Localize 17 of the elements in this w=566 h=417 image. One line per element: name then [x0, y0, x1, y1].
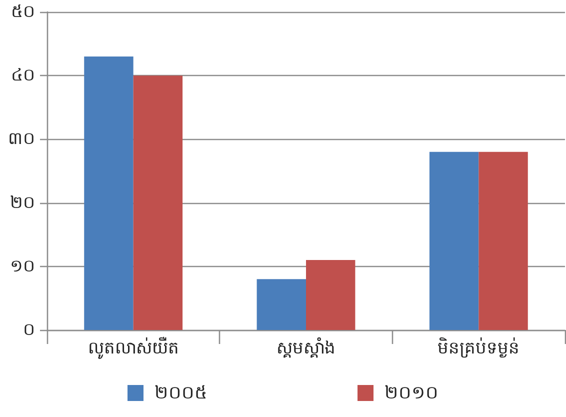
x-tick-label: មិនគ្រប់ទម្ងន់: [438, 336, 520, 358]
x-tick-label: ស្គមស្គាំង: [276, 336, 336, 358]
bar: [306, 260, 356, 330]
legend-label: ២០០៥: [154, 382, 208, 404]
bar: [478, 152, 528, 330]
x-tick-label: លូតលាស់យឺត: [88, 336, 179, 360]
y-tick-label: ៣០: [8, 129, 35, 150]
y-tick-label: ២០: [10, 192, 35, 213]
y-tick-label: ៥០: [11, 2, 35, 22]
y-tick-label: ១០: [10, 256, 35, 276]
bar: [429, 152, 479, 330]
y-tick-label: ០: [23, 320, 35, 340]
legend-label: ២០១០: [384, 382, 438, 404]
bar: [256, 279, 306, 330]
y-tick-label: ៤០: [11, 66, 35, 86]
bar: [133, 76, 183, 330]
bar: [84, 56, 134, 330]
